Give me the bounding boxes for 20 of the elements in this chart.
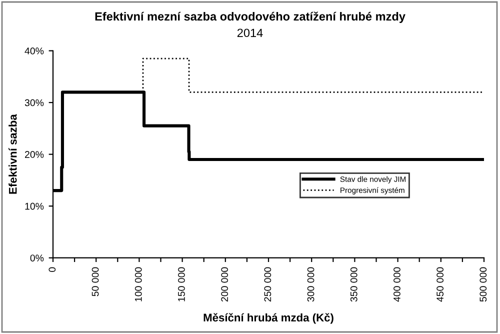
y-tick-label: 20% [25,151,44,158]
x-axis-title: Měsíční hrubá mzda (Kč) [204,313,334,324]
y-tick-label: 30% [24,99,44,106]
y-tick-label: 40% [24,48,44,54]
x-tick-label: 0 [48,267,56,272]
x-tick-label: 450 000 [436,267,444,302]
x-tick-label: 50 000 [92,267,99,296]
x-tick-label: 400 000 [394,267,400,302]
x-tick-label: 100 000 [134,267,142,302]
chart-title: Efektivní mezní sazba odvodového zatížení hrubé mzdy [95,12,406,23]
x-tick-label: 500 000 [480,267,487,302]
y-axis-title: Efektivní sazba [8,114,17,194]
y-tick-label: 10% [25,202,44,210]
x-tick-label: 250 000 [264,267,272,302]
x-tick-label: 350 000 [350,267,358,302]
x-tick-label: 300 000 [307,267,314,302]
x-tick-label: 200 000 [221,267,228,302]
x-tick-label: 150 000 [178,267,185,302]
chart-subtitle: 2014 [237,28,263,38]
y-tick-label: 0% [30,254,44,262]
